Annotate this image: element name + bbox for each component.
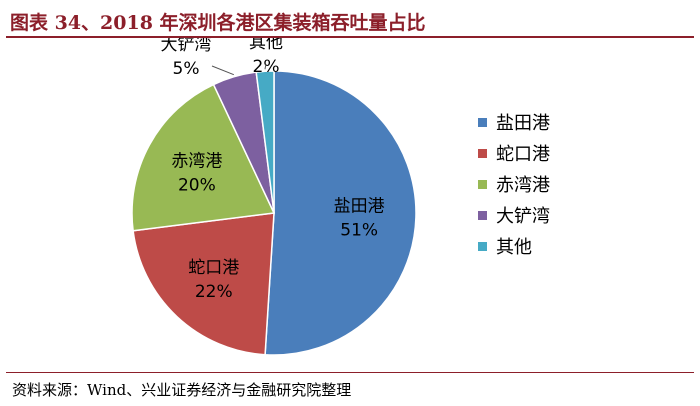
footer-bar: 资料来源：Wind、兴业证券经济与金融研究院整理 <box>6 372 694 403</box>
slice-label-value-5: 2% <box>253 57 280 77</box>
slice-label-name-3: 赤湾港 <box>171 152 222 172</box>
legend-swatch-4 <box>478 211 487 220</box>
chart-area: 盐田港 51% 蛇口港 22% 赤湾港 20% 大铲湾 5% 其他 2% 盐田港 蛇口港 赤湾港 大铲湾… <box>0 38 700 368</box>
slice-label-name-1: 盐田港 <box>334 197 385 217</box>
chart-title: 图表 34、2018 年深圳各港区集装箱吞吐量占比 <box>10 12 426 34</box>
slice-label-name-2: 蛇口港 <box>188 258 239 278</box>
pie-slices <box>131 70 417 356</box>
legend-label-2: 蛇口港 <box>496 144 550 165</box>
legend-label-3: 赤湾港 <box>496 175 550 196</box>
legend-swatch-1 <box>478 118 487 127</box>
legend-swatch-3 <box>478 180 487 189</box>
legend-label-4: 大铲湾 <box>496 206 550 227</box>
source-note: 资料来源：Wind、兴业证券经济与金融研究院整理 <box>12 381 352 399</box>
legend-label-1: 盐田港 <box>496 113 550 134</box>
pie-slice-3 <box>131 83 276 232</box>
pie-slice-2 <box>132 212 275 356</box>
slice-label-value-1: 51% <box>340 221 378 241</box>
leader-line-5 <box>264 63 267 70</box>
pie-slice-1 <box>264 70 417 356</box>
leader-line-4 <box>211 65 235 76</box>
slice-label-name-4: 大铲湾 <box>161 38 212 55</box>
title-bar: 图表 34、2018 年深圳各港区集装箱吞吐量占比 <box>6 2 694 38</box>
slice-label-value-4: 5% <box>173 59 200 79</box>
legend-swatch-2 <box>478 149 487 158</box>
legend-label-5: 其他 <box>496 237 532 258</box>
slice-label-name-5: 其他 <box>249 38 283 53</box>
slice-label-value-2: 22% <box>195 282 233 302</box>
pie-slice-5 <box>255 70 275 214</box>
legend-swatch-5 <box>478 242 487 251</box>
slice-label-value-3: 20% <box>178 176 216 196</box>
slice-labels: 盐田港 51% 蛇口港 22% 赤湾港 20% 大铲湾 5% 其他 2% <box>161 38 385 302</box>
